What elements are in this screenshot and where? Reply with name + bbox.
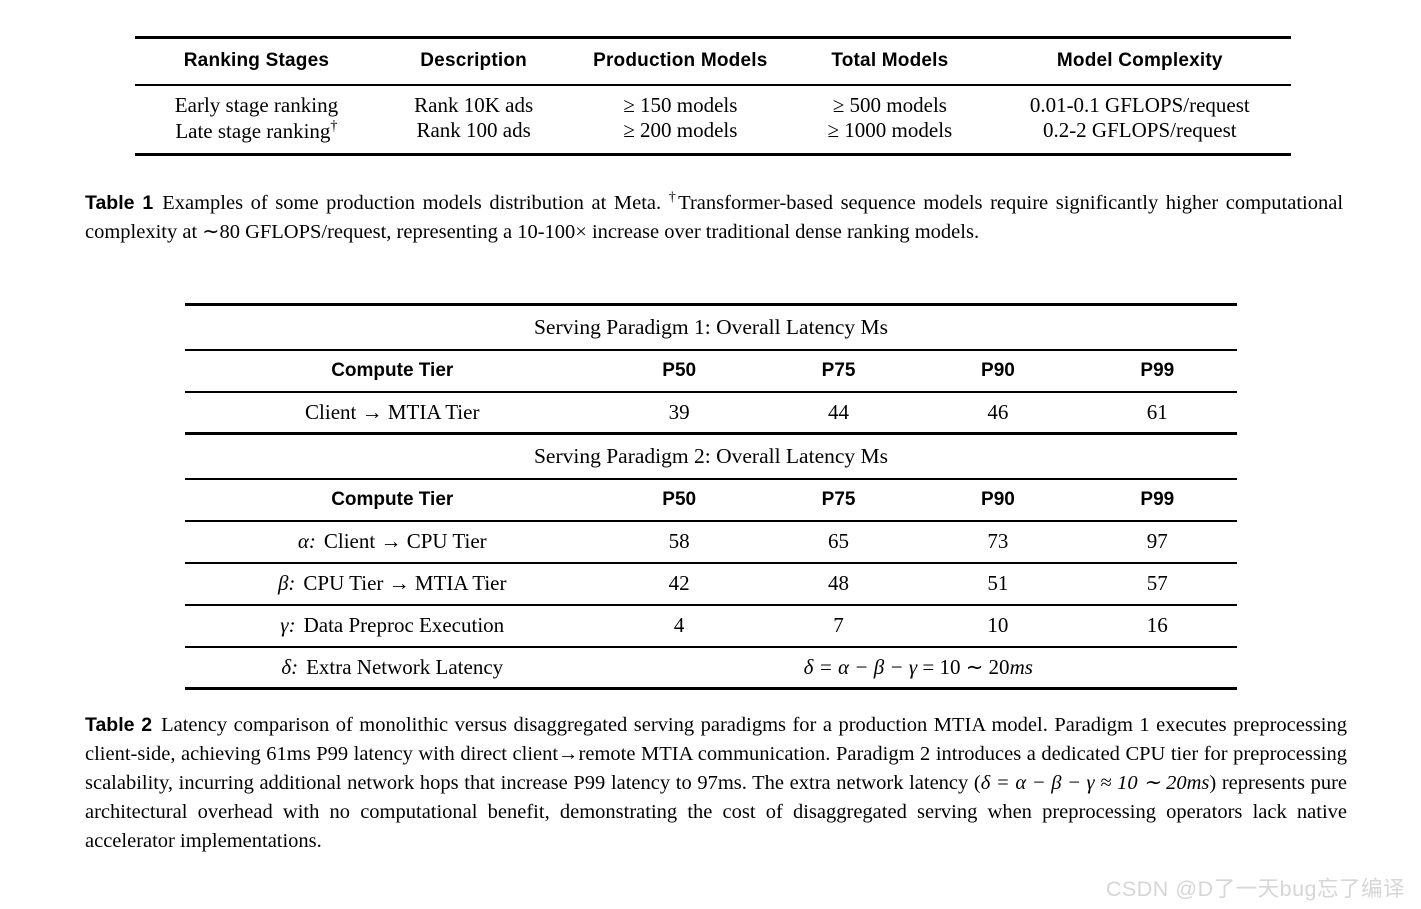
table1-cell-text: Late stage ranking	[175, 118, 331, 143]
formula-symbols: δ = α − β − γ	[803, 654, 918, 679]
csdn-watermark: CSDN @D了一天bug忘了编译	[1105, 877, 1405, 901]
formula-values: = 10 ∼ 20	[917, 654, 1010, 679]
table2-value: 61	[1077, 391, 1237, 435]
table2-value: 57	[1077, 562, 1237, 606]
delta-formula: δ = α − β − γ = 10 ∼ 20ms	[599, 647, 1237, 689]
table1-header-production-models: Production Models	[569, 37, 792, 86]
row-gamma-data-preproc: γ: Data Preproc Execution 4 7 10 16	[185, 604, 1237, 648]
gamma-symbol: γ:	[280, 613, 296, 637]
table2-value: 48	[758, 562, 919, 606]
table1-cell: 0.01-0.1 GFLOPS/request	[1029, 92, 1250, 117]
alpha-symbol: α:	[297, 529, 316, 553]
table1-header-description: Description	[377, 37, 570, 86]
paradigm2-header-row: Compute Tier P50 P75 P90 P99	[185, 478, 1237, 522]
table2-value: 65	[758, 520, 919, 564]
paradigm1-section-title: Serving Paradigm 1: Overall Latency Ms	[185, 304, 1237, 351]
table2-value: 44	[758, 391, 919, 435]
row-label-text: Client → CPU Tier	[323, 529, 487, 553]
table1-caption: Table 1 Examples of some production model…	[85, 183, 1343, 247]
table2-caption-math: δ = α − β − γ ≈ 10 ∼ 20ms	[980, 772, 1210, 794]
table1-header-ranking-stages: Ranking Stages	[135, 37, 378, 86]
table1-caption-text: Examples of some production models distr…	[162, 191, 669, 214]
table2-row-label: β: CPU Tier → MTIA Tier	[185, 562, 600, 606]
table2-caption: Table 2 Latency comparison of monolithic …	[85, 711, 1347, 856]
table2-header-p75: P75	[758, 349, 919, 393]
formula-unit: ms	[1009, 654, 1033, 679]
table-2-latency-comparison: Serving Paradigm 1: Overall Latency Ms C…	[185, 303, 1237, 690]
table2-value: 4	[599, 604, 759, 648]
table1-cell: Late stage ranking†	[135, 118, 378, 155]
table2-value: 51	[918, 562, 1078, 606]
row-label-text: CPU Tier → MTIA Tier	[303, 571, 507, 595]
table2-header-p90: P90	[918, 478, 1078, 522]
table1-cell: Rank 100 ads	[416, 118, 531, 142]
table2-header-p99: P99	[1077, 478, 1237, 522]
row-label-text: Extra Network Latency	[306, 654, 504, 679]
table1-header-row: Ranking Stages Description Production Mo…	[135, 37, 1291, 86]
row-alpha-client-cpu: α: Client → CPU Tier 58 65 73 97	[185, 520, 1237, 564]
table2-header-compute-tier: Compute Tier	[185, 349, 600, 393]
table2-value: 39	[599, 391, 759, 435]
table1-row-early-stage: Early stage ranking Rank 10K ads ≥ 150 m…	[135, 85, 1291, 118]
table1-caption-label: Table 1	[85, 191, 154, 214]
table1-header-model-complexity: Model Complexity	[988, 37, 1291, 86]
table2-row-label: Client → MTIA Tier	[185, 391, 600, 435]
table2-value: 73	[918, 520, 1078, 564]
table2-value: 46	[918, 391, 1078, 435]
table2-caption-label: Table 2	[85, 714, 153, 736]
table2-caption-text-end: ) represents pure architectural overhead…	[85, 772, 1347, 852]
table2-row-label: γ: Data Preproc Execution	[185, 604, 600, 648]
table2-header-p50: P50	[599, 478, 759, 522]
table2-value: 16	[1077, 604, 1237, 648]
row-beta-cpu-mtia: β: CPU Tier → MTIA Tier 42 48 51 57	[185, 562, 1237, 606]
table2-row-label: δ: Extra Network Latency	[185, 647, 599, 689]
table2-header-p50: P50	[599, 349, 759, 393]
row-client-mtia-tier: Client → MTIA Tier 39 44 46 61	[185, 391, 1237, 435]
table1-caption-note: Transformer-based sequence models requir…	[85, 191, 1344, 243]
table2-row-label: α: Client → CPU Tier	[185, 520, 600, 564]
table1-cell: ≥ 1000 models	[827, 118, 953, 142]
table1-cell: ≥ 200 models	[623, 118, 738, 142]
paradigm1-header-row: Compute Tier P50 P75 P90 P99	[185, 349, 1237, 393]
row-label-text: Data Preproc Execution	[303, 613, 505, 637]
table1-cell: ≥ 500 models	[832, 92, 947, 117]
dagger-superscript: †	[330, 117, 338, 134]
table-1-production-models: Ranking Stages Description Production Mo…	[135, 36, 1291, 156]
table1-cell: ≥ 150 models	[623, 92, 738, 117]
delta-symbol: δ:	[281, 654, 299, 679]
table1-cell: 0.2-2 GFLOPS/request	[1042, 118, 1237, 142]
table1-row-late-stage: Late stage ranking† Rank 100 ads ≥ 200 m…	[135, 118, 1291, 155]
table2-header-p99: P99	[1077, 349, 1237, 393]
table2-value: 58	[599, 520, 759, 564]
table1-cell: Early stage ranking	[174, 92, 339, 117]
paradigm1-section-title-row: Serving Paradigm 1: Overall Latency Ms	[185, 304, 1237, 351]
table2-value: 7	[758, 604, 919, 648]
table1-header-total-models: Total Models	[791, 37, 989, 86]
table2-value: 97	[1077, 520, 1237, 564]
table2-value: 42	[599, 562, 759, 606]
table2-header-compute-tier: Compute Tier	[185, 478, 600, 522]
table2-caption-text: Latency comparison of monolithic versus …	[85, 714, 1347, 794]
row-delta-extra-network-latency: δ: Extra Network Latency δ = α − β − γ = …	[185, 647, 1237, 689]
paradigm2-section-title: Serving Paradigm 2: Overall Latency Ms	[185, 433, 1237, 480]
table2-header-p90: P90	[918, 349, 1078, 393]
table2-header-p75: P75	[758, 478, 919, 522]
beta-symbol: β:	[277, 571, 296, 595]
dagger-superscript: †	[668, 190, 679, 205]
table2-value: 10	[918, 604, 1078, 648]
table1-cell: Rank 10K ads	[414, 92, 534, 117]
paradigm2-section-title-row: Serving Paradigm 2: Overall Latency Ms	[185, 433, 1237, 480]
